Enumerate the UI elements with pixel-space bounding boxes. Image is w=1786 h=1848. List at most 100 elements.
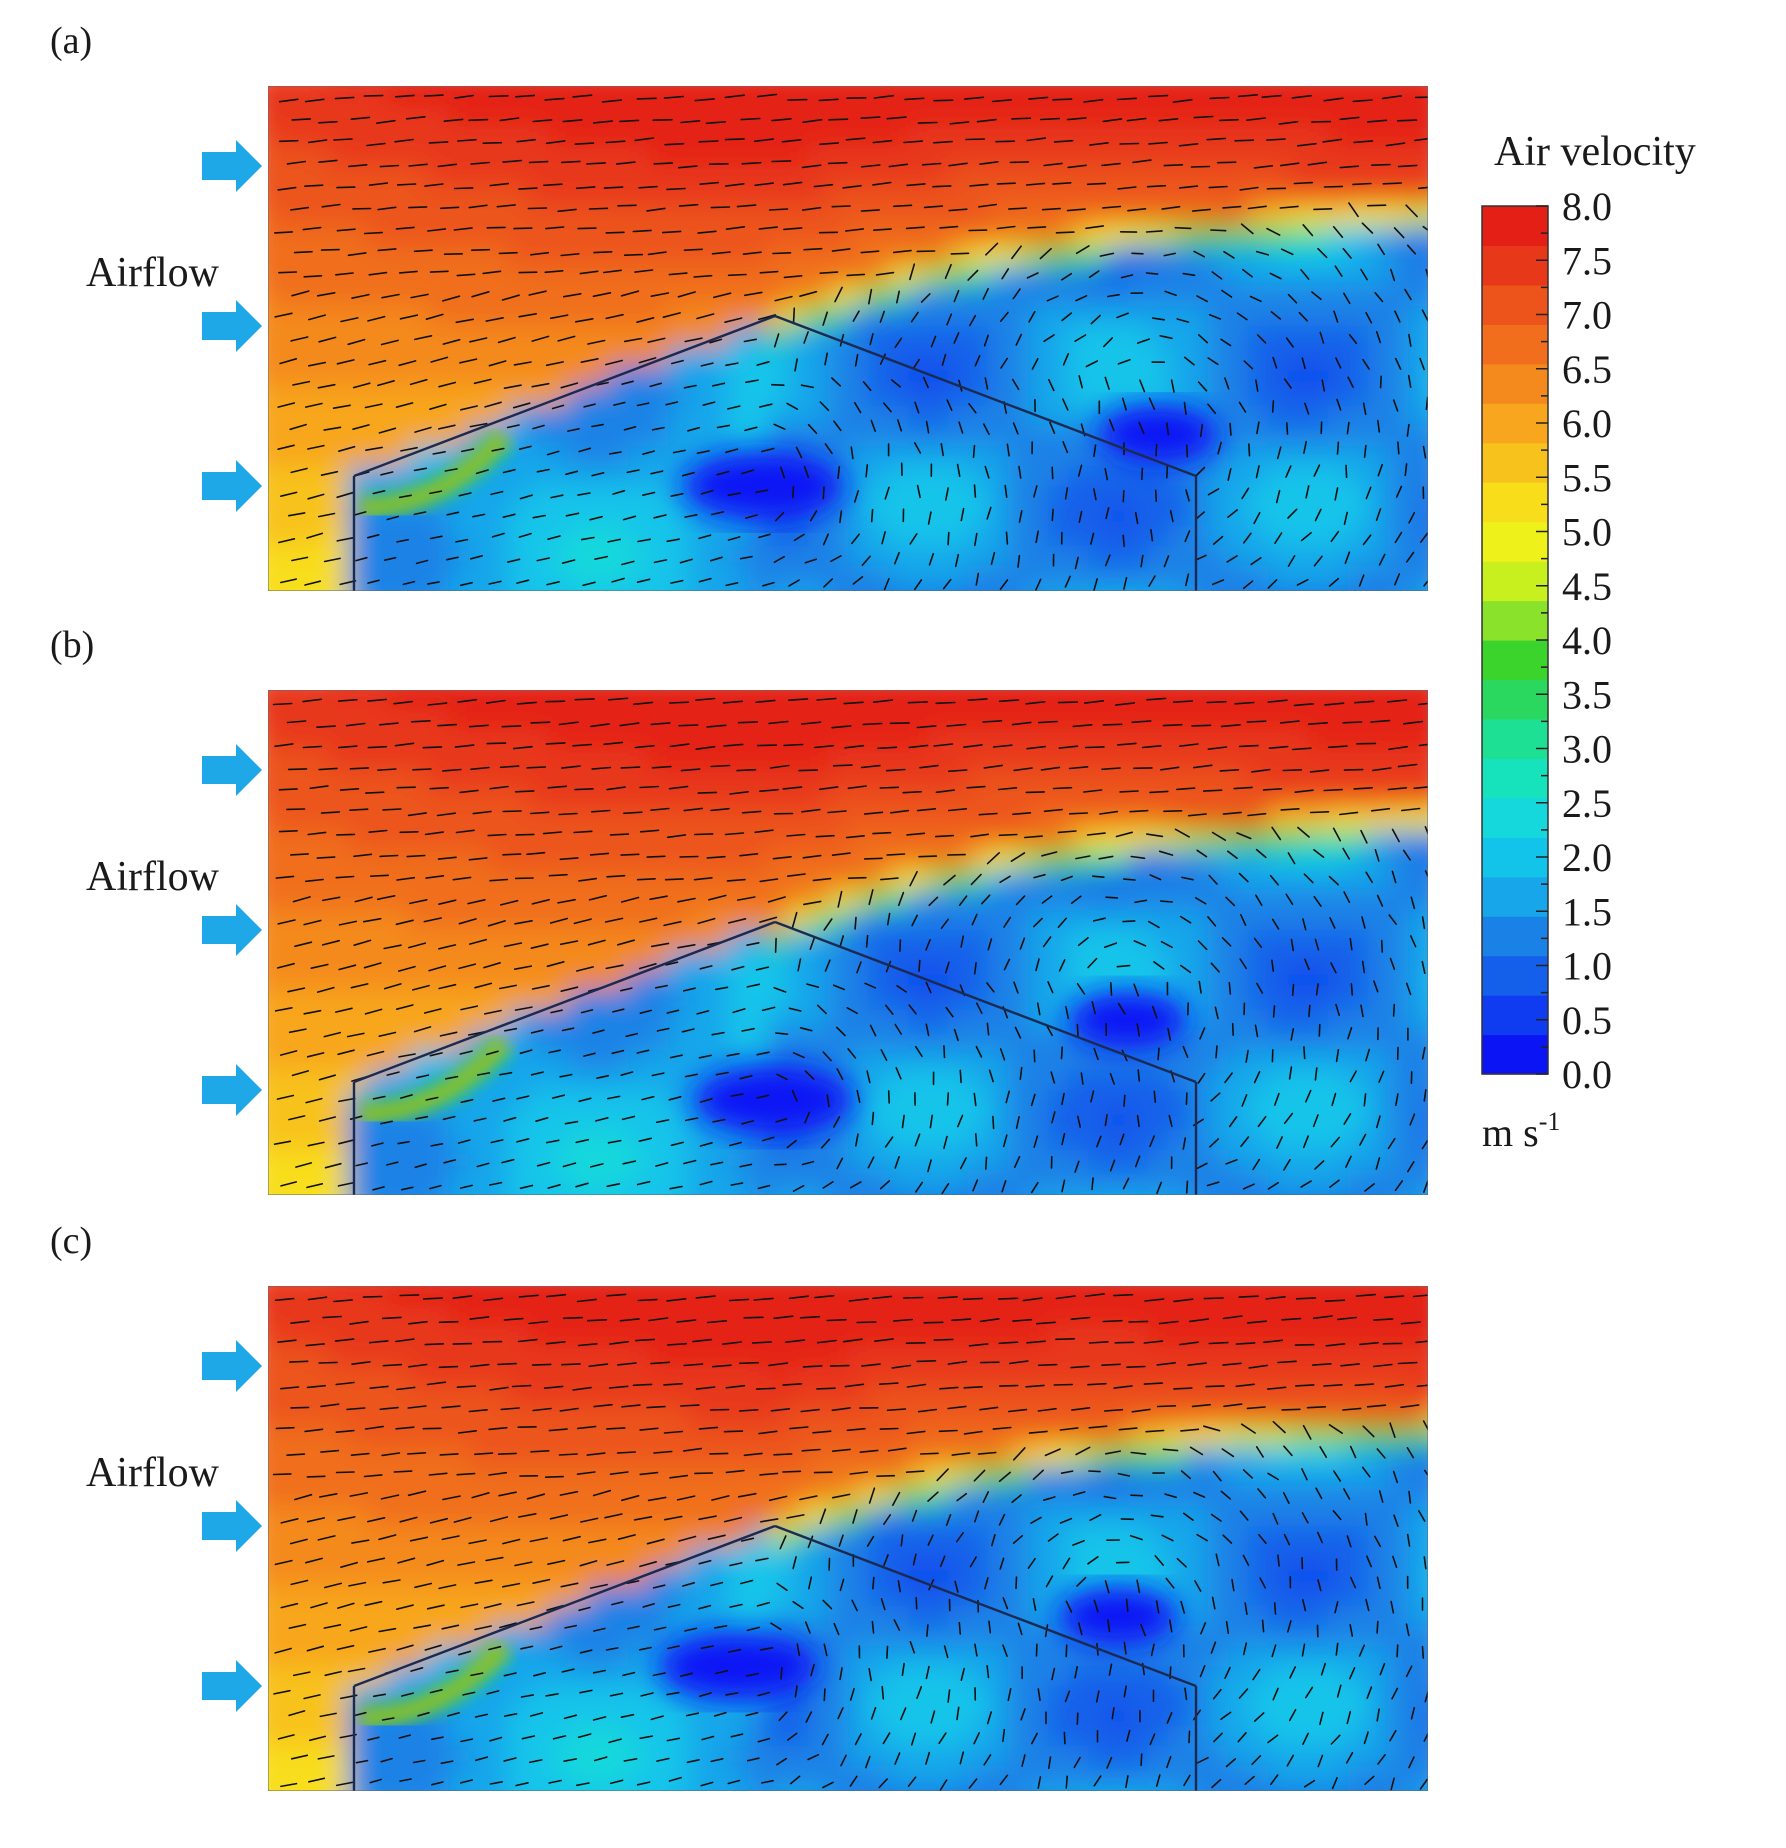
velocity-vector (969, 183, 989, 187)
velocity-cell (1028, 1090, 1049, 1111)
velocity-cell (448, 186, 469, 207)
velocity-vector (1285, 337, 1294, 348)
velocity-cell (1048, 1190, 1069, 1195)
velocity-cell (848, 990, 869, 1011)
velocity-cell (588, 930, 609, 951)
velocity-cell (288, 246, 309, 267)
velocity-cell (468, 690, 489, 711)
velocity-cell (288, 910, 309, 931)
velocity-cell (1008, 606, 1029, 627)
velocity-cell (1108, 930, 1129, 951)
velocity-vector (903, 140, 924, 144)
velocity-cell (408, 406, 429, 427)
velocity-vector (670, 579, 684, 584)
velocity-cell (1308, 710, 1329, 731)
velocity-cell (1208, 546, 1229, 567)
velocity-cell (588, 990, 609, 1011)
velocity-cell (1168, 366, 1189, 387)
velocity-cell (1408, 266, 1428, 287)
velocity-cell (688, 870, 709, 891)
velocity-vector (611, 577, 625, 583)
velocity-cell (1168, 870, 1189, 891)
velocity-cell (268, 546, 289, 567)
velocity-cell (788, 426, 809, 447)
velocity-cell (1168, 246, 1189, 267)
velocity-cell (848, 930, 869, 951)
velocity-cell (1348, 86, 1369, 87)
velocity-cell (748, 990, 769, 1011)
velocity-cell (268, 690, 269, 711)
velocity-vector (532, 514, 547, 519)
velocity-cell (468, 526, 489, 547)
velocity-cell (1168, 526, 1189, 547)
velocity-cell (348, 86, 369, 87)
velocity-cell (1268, 970, 1289, 991)
velocity-cell (1128, 1210, 1149, 1231)
velocity-vector (307, 831, 327, 836)
velocity-vector (487, 920, 506, 927)
velocity-cell (748, 406, 769, 427)
velocity-cell (1028, 1170, 1049, 1191)
velocity-cell (988, 286, 1009, 307)
velocity-cell (968, 1090, 989, 1111)
velocity-cell (288, 730, 309, 751)
velocity-cell (408, 346, 429, 367)
velocity-cell (268, 506, 289, 527)
velocity-cell (568, 1050, 589, 1071)
velocity-cell (908, 306, 929, 327)
velocity-cell (1288, 1210, 1309, 1231)
velocity-cell (1128, 186, 1149, 207)
velocity-cell (1288, 1010, 1309, 1031)
velocity-vector (367, 579, 380, 584)
velocity-cell (748, 970, 769, 991)
velocity-cell (1408, 326, 1428, 347)
velocity-cell (628, 850, 649, 871)
velocity-vector (1068, 766, 1089, 770)
velocity-vector (499, 1071, 513, 1076)
velocity-cell (528, 1030, 549, 1051)
velocity-vector (377, 768, 397, 771)
velocity-vector (807, 423, 818, 435)
velocity-cell (268, 426, 289, 447)
velocity-vector (408, 163, 428, 167)
velocity-vector (476, 1072, 491, 1076)
velocity-vector (457, 138, 477, 142)
velocity-cell (1168, 710, 1189, 731)
velocity-vector (1214, 1006, 1219, 1020)
velocity-cell (928, 770, 949, 791)
velocity-cell (668, 166, 689, 187)
velocity-cell (1108, 526, 1129, 547)
velocity-cell (1188, 910, 1209, 931)
velocity-vector (1130, 855, 1146, 860)
velocity-vector (948, 208, 968, 212)
velocity-cell (288, 1090, 309, 1111)
velocity-cell (1428, 1030, 1449, 1051)
velocity-vector (1315, 983, 1319, 996)
velocity-vector (1407, 374, 1412, 389)
velocity-cell (648, 850, 669, 871)
velocity-cell (1428, 206, 1449, 227)
velocity-vector (1013, 981, 1019, 994)
velocity-vector (1185, 444, 1189, 458)
velocity-cell (1248, 1070, 1269, 1091)
velocity-cell (708, 246, 729, 267)
velocity-vector (902, 790, 923, 794)
velocity-vector (668, 272, 688, 276)
velocity-vector (697, 917, 716, 925)
velocity-cell (988, 750, 1009, 771)
velocity-cell (388, 426, 409, 447)
velocity-cell (548, 186, 569, 207)
velocity-vector (485, 317, 504, 322)
velocity-vector (289, 423, 307, 431)
velocity-vector (272, 702, 293, 706)
velocity-vector (973, 962, 977, 975)
velocity-vector (490, 490, 504, 496)
velocity-vector (368, 829, 388, 833)
velocity-vector (1183, 401, 1187, 416)
velocity-cell (588, 186, 609, 207)
velocity-cell (1048, 206, 1069, 227)
velocity-cell (868, 246, 889, 267)
velocity-vector (742, 251, 762, 255)
velocity-vector (323, 1031, 342, 1038)
velocity-cell (548, 206, 569, 227)
